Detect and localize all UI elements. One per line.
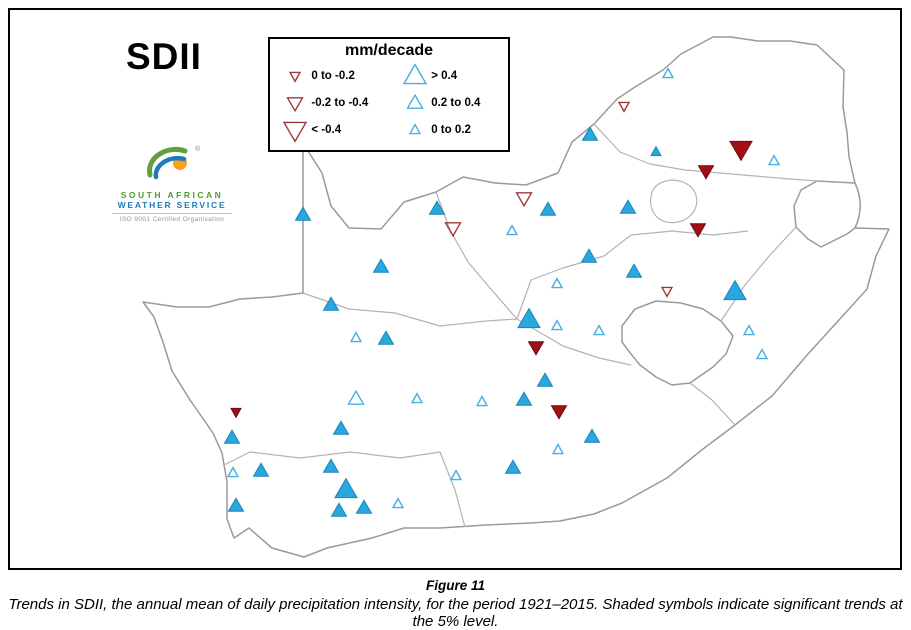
trend-marker bbox=[767, 154, 781, 166]
trend-marker bbox=[322, 296, 340, 311]
trend-marker bbox=[428, 200, 446, 215]
country-borders bbox=[142, 36, 890, 558]
trend-marker bbox=[322, 458, 340, 473]
up-triangle-large-icon bbox=[398, 62, 431, 89]
trend-marker bbox=[449, 469, 463, 481]
trend-markers-layer bbox=[223, 67, 781, 517]
trend-marker bbox=[755, 348, 769, 360]
trend-marker bbox=[689, 223, 707, 238]
trend-marker bbox=[230, 407, 242, 419]
trend-marker bbox=[334, 477, 358, 499]
figure-caption: Trends in SDII, the annual mean of daily… bbox=[8, 596, 903, 630]
map-title: SDII bbox=[126, 36, 202, 77]
saws-swoosh-icon: ® bbox=[147, 145, 201, 180]
logo-line-3: ISO 9001 Certified Organisation bbox=[112, 213, 232, 223]
legend-label-negative-1: 0 to -0.2 bbox=[311, 69, 355, 82]
trend-marker bbox=[550, 277, 564, 289]
logo-line-1: SOUTH AFRICAN bbox=[120, 190, 224, 200]
trend-marker bbox=[723, 279, 747, 301]
legend-label-positive-2: 0.2 to 0.4 bbox=[431, 96, 481, 109]
trend-marker bbox=[580, 248, 598, 263]
lesotho-outline bbox=[621, 300, 734, 386]
trend-marker bbox=[505, 224, 519, 236]
trend-marker bbox=[288, 71, 301, 83]
trend-marker bbox=[347, 389, 365, 405]
trend-marker bbox=[550, 405, 568, 420]
legend-label-positive-1: > 0.4 bbox=[431, 69, 458, 82]
trend-marker bbox=[650, 145, 662, 157]
trend-marker bbox=[527, 341, 545, 356]
trend-marker bbox=[377, 330, 395, 345]
trend-marker bbox=[405, 93, 424, 109]
trend-marker bbox=[515, 192, 533, 208]
trend-marker bbox=[330, 502, 348, 517]
trend-marker bbox=[619, 199, 637, 214]
figure-number: Figure 11 bbox=[425, 578, 486, 593]
trend-marker bbox=[504, 459, 522, 474]
trend-marker bbox=[282, 121, 307, 143]
trend-marker bbox=[660, 286, 674, 298]
trend-marker bbox=[223, 429, 241, 444]
trend-marker bbox=[625, 263, 643, 278]
trend-marker bbox=[583, 428, 601, 443]
south-africa-outline bbox=[142, 36, 890, 558]
trend-marker bbox=[410, 392, 424, 404]
up-triangle-small-icon bbox=[398, 117, 431, 143]
trend-marker bbox=[332, 420, 350, 435]
registered-mark: ® bbox=[195, 145, 201, 153]
trend-marker bbox=[536, 372, 554, 387]
up-triangle-medium-icon bbox=[398, 90, 431, 116]
trend-marker bbox=[408, 122, 421, 134]
trend-marker bbox=[661, 67, 675, 79]
trend-marker bbox=[617, 101, 631, 113]
legend-label-positive-3: 0 to 0.2 bbox=[431, 123, 471, 136]
trend-marker bbox=[391, 497, 405, 509]
legend-row: 0 to -0.2 > 0.4 bbox=[270, 62, 508, 89]
trend-marker bbox=[592, 324, 606, 336]
eswatini-outline bbox=[854, 182, 861, 229]
trend-marker bbox=[581, 126, 599, 141]
trend-marker bbox=[294, 206, 312, 221]
down-triangle-small-icon bbox=[278, 63, 311, 89]
trend-marker bbox=[226, 466, 240, 478]
legend-row: < -0.4 0 to 0.2 bbox=[270, 116, 508, 143]
trend-marker bbox=[349, 331, 363, 343]
trend-marker bbox=[742, 324, 756, 336]
trend-marker bbox=[355, 499, 373, 514]
trend-marker bbox=[227, 497, 245, 512]
trend-marker bbox=[729, 140, 753, 162]
trend-marker bbox=[517, 307, 541, 329]
legend-label-negative-2: -0.2 to -0.4 bbox=[311, 96, 369, 109]
trend-marker bbox=[444, 222, 462, 238]
trend-marker bbox=[551, 443, 565, 455]
down-triangle-large-icon bbox=[278, 117, 311, 143]
trend-marker bbox=[539, 201, 557, 216]
legend: mm/decade 0 to -0.2 > 0.4 -0.2 to -0.4 0… bbox=[268, 37, 510, 152]
trend-marker bbox=[372, 258, 390, 273]
down-triangle-medium-icon bbox=[278, 90, 311, 116]
logo-line-2: WEATHER SERVICE bbox=[117, 200, 227, 210]
trend-marker bbox=[285, 96, 304, 112]
trend-marker bbox=[252, 462, 270, 477]
saws-logo: ® SOUTH AFRICAN WEATHER SERVICE ISO 9001… bbox=[112, 142, 232, 223]
trend-marker bbox=[697, 165, 715, 180]
legend-row: -0.2 to -0.4 0.2 to 0.4 bbox=[270, 89, 508, 116]
trend-marker bbox=[475, 395, 489, 407]
trend-marker bbox=[550, 319, 564, 331]
trend-marker bbox=[402, 62, 427, 84]
legend-title: mm/decade bbox=[344, 42, 434, 59]
trend-marker bbox=[515, 391, 533, 406]
legend-label-negative-3: < -0.4 bbox=[311, 123, 342, 136]
